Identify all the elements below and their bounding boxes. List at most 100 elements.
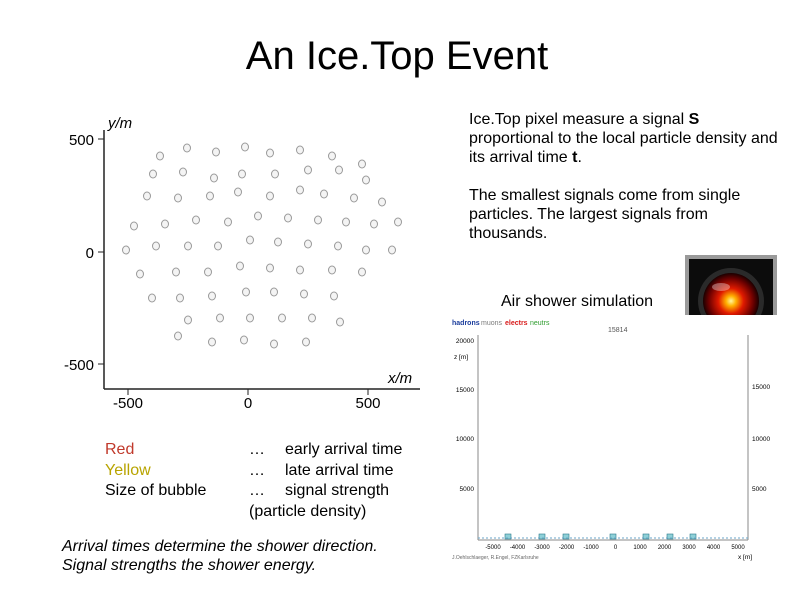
detector-station-marker xyxy=(204,267,212,277)
sim-right-y-tick: 10000 xyxy=(752,436,770,443)
conclusion-text: Arrival times determine the shower direc… xyxy=(62,537,378,575)
detector-station-marker xyxy=(240,335,248,345)
detector-station-marker xyxy=(148,293,156,303)
legend-meaning-suffix: (particle density) xyxy=(249,502,367,520)
detector-station-marker xyxy=(296,185,304,195)
signal-symbol: S xyxy=(688,111,700,128)
detector-station-marker xyxy=(161,219,169,229)
detector-station-marker xyxy=(362,245,370,255)
sim-legend-muons: muons xyxy=(481,320,503,327)
detector-station-marker xyxy=(208,337,216,347)
sim-x-tick-label: 1000 xyxy=(633,545,647,551)
detector-station-marker xyxy=(216,313,224,323)
sim-left-y-tick: 5000 xyxy=(460,486,475,493)
detector-station-marker xyxy=(300,289,308,299)
sim-right-y-tick: 5000 xyxy=(752,486,767,493)
detector-station-marker xyxy=(336,317,344,327)
sim-x-ticks: -5000 -4000 -3000 -2000 -1000 0 1000 2000 3000 40… xyxy=(485,545,745,551)
detector-station-marker xyxy=(388,245,396,255)
detector-station-marker xyxy=(152,241,160,251)
sim-x-tick-label: -5000 xyxy=(485,545,501,551)
legend-meanings: … early arrival time … late arrival time …… xyxy=(249,440,402,522)
sim-y-axis-label: z [m] xyxy=(454,354,468,361)
detector-station-marker xyxy=(183,143,191,153)
conclusion-line-1: Arrival times determine the shower direc… xyxy=(62,538,378,555)
detector-station-marker xyxy=(304,239,312,249)
detector-station-marker xyxy=(246,313,254,323)
y-axis-label: y/m xyxy=(107,115,132,132)
y-tick-label: -500 xyxy=(64,357,94,374)
detector-station-marker xyxy=(335,165,343,175)
legend-term-yellow: Yellow xyxy=(105,461,151,479)
legend-terms: Red Yellow Size of bubble xyxy=(105,440,206,502)
detector-station-marker xyxy=(234,187,242,197)
detector-station-marker xyxy=(238,169,246,179)
detector-station-marker xyxy=(296,265,304,275)
icetop-event-plot: 500 0 -500 -500 0 500 y/m x/m xyxy=(64,115,420,412)
x-tick-label: 0 xyxy=(244,395,252,412)
detector-station-marker xyxy=(362,175,370,185)
detector-station-marker xyxy=(206,191,214,201)
sim-x-axis-label: x [m] xyxy=(738,554,752,561)
detector-station-marker xyxy=(302,337,310,347)
detector-station-marker xyxy=(176,293,184,303)
detector-station-marker xyxy=(143,191,151,201)
air-shower-simulation-plot: hadrons muons electrs neutrs 15814 20000… xyxy=(448,315,788,570)
legend-meaning-row: … signal strength xyxy=(249,481,402,502)
legend-meaning-row: … early arrival time xyxy=(249,440,402,461)
sim-x-tick-label: 2000 xyxy=(658,545,672,551)
detector-station-marker xyxy=(266,191,274,201)
sim-x-tick-label: -2000 xyxy=(559,545,575,551)
detector-station-marker xyxy=(242,287,250,297)
detector-station-marker xyxy=(208,291,216,301)
sim-x-tick-label: -1000 xyxy=(583,545,599,551)
detector-station-marker xyxy=(370,219,378,229)
detector-station-marker xyxy=(254,211,262,221)
detector-station-marker xyxy=(278,313,286,323)
time-symbol: t xyxy=(572,149,578,166)
detector-station-marker xyxy=(192,215,200,225)
detector-station-marker xyxy=(266,148,274,158)
x-tick-label: -500 xyxy=(113,395,143,412)
detector-station-marker xyxy=(308,313,316,323)
description-paragraph-2: The smallest signals come from single pa… xyxy=(469,187,741,242)
detector-station-marker xyxy=(330,291,338,301)
detector-station-marker xyxy=(236,261,244,271)
detector-station-marker xyxy=(274,237,282,247)
sim-x-tick-label: 3000 xyxy=(682,545,696,551)
sim-credit: J.Oehlschlaeger, R.Engel, FZKarlsruhe xyxy=(452,555,539,561)
legend-meaning-row: … late arrival time xyxy=(249,461,402,482)
sim-detector-tank xyxy=(689,533,697,540)
description-text: Ice.Top pixel measure a signal S proport… xyxy=(469,110,784,262)
sim-ground-detectors xyxy=(504,533,697,540)
detector-station-marker xyxy=(214,241,222,251)
detector-station-marker xyxy=(296,145,304,155)
sim-x-tick-label: -3000 xyxy=(534,545,550,551)
detector-station-marker xyxy=(271,169,279,179)
sim-right-y-tick: 15000 xyxy=(752,384,770,391)
detector-station-marker xyxy=(130,221,138,231)
detector-station-marker xyxy=(320,189,328,199)
ellipsis: … xyxy=(249,461,265,479)
detector-station-marker xyxy=(210,173,218,183)
detector-station-marker xyxy=(358,267,366,277)
sim-detector-tank xyxy=(562,533,570,540)
detector-station-marker xyxy=(342,217,350,227)
conclusion-line-2: Signal strengths the shower energy. xyxy=(62,557,317,574)
description-p1-part: . xyxy=(577,149,582,166)
detector-station-marker xyxy=(174,331,182,341)
slide-title: An Ice.Top Event xyxy=(245,34,549,78)
detector-station-marker xyxy=(246,235,254,245)
sim-detector-tank xyxy=(609,533,617,540)
detector-station-marker xyxy=(328,265,336,275)
y-tick-label: 500 xyxy=(69,132,94,149)
sim-x-tick-label: 4000 xyxy=(707,545,721,551)
detector-station-marker xyxy=(172,267,180,277)
description-paragraph-1: Ice.Top pixel measure a signal S proport… xyxy=(469,110,784,167)
sim-legend-hadrons: hadrons xyxy=(452,320,480,327)
detector-station-marker xyxy=(149,169,157,179)
detector-station-marker xyxy=(328,151,336,161)
sim-x-tick-label: -4000 xyxy=(510,545,526,551)
detector-station-marker xyxy=(174,193,182,203)
sim-detector-tank xyxy=(538,533,546,540)
